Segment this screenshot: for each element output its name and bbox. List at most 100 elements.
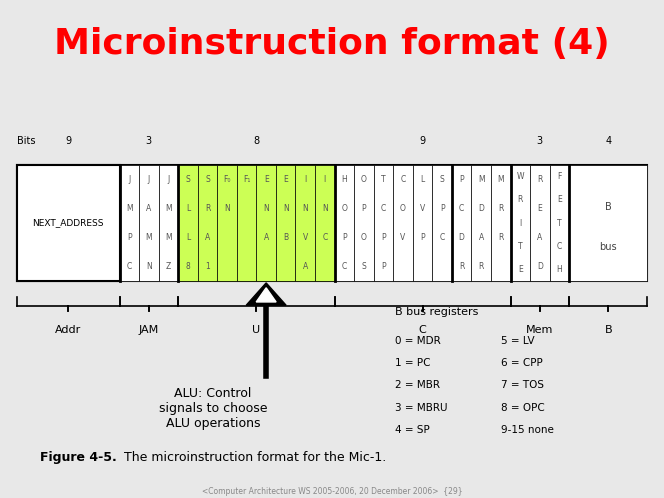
Text: E: E	[518, 265, 523, 274]
Text: 8: 8	[185, 262, 191, 271]
Text: Mem: Mem	[526, 325, 554, 335]
Text: R: R	[518, 195, 523, 204]
Text: S: S	[361, 262, 367, 271]
Text: N: N	[224, 204, 230, 213]
Text: 4 = SP: 4 = SP	[395, 425, 430, 435]
Text: O: O	[361, 233, 367, 242]
Text: P: P	[381, 262, 386, 271]
Text: P: P	[420, 233, 425, 242]
Text: O: O	[361, 175, 367, 184]
Text: J: J	[128, 175, 130, 184]
Text: R: R	[537, 175, 542, 184]
Text: J: J	[147, 175, 150, 184]
Text: P: P	[342, 233, 347, 242]
Text: L: L	[186, 204, 190, 213]
Text: C: C	[419, 325, 426, 335]
Text: J: J	[167, 175, 169, 184]
Text: T: T	[518, 242, 523, 250]
Text: B: B	[604, 325, 612, 335]
Text: E: E	[537, 204, 542, 213]
Text: S: S	[440, 175, 444, 184]
Text: I: I	[304, 175, 306, 184]
Text: S: S	[205, 175, 210, 184]
Bar	[159, 165, 178, 281]
Text: V: V	[303, 233, 308, 242]
Text: Bits: Bits	[17, 136, 35, 146]
Text: C: C	[459, 204, 464, 213]
Polygon shape	[256, 288, 276, 302]
Bar	[511, 165, 530, 281]
Bar	[452, 165, 471, 281]
Text: R: R	[205, 204, 210, 213]
Text: N: N	[322, 204, 327, 213]
Text: H: H	[556, 265, 562, 274]
Text: 1: 1	[205, 262, 210, 271]
Text: C: C	[557, 242, 562, 250]
Text: O: O	[341, 204, 347, 213]
Bar	[393, 165, 413, 281]
Text: P: P	[381, 233, 386, 242]
Text: Addr: Addr	[55, 325, 81, 335]
Text: Z: Z	[166, 262, 171, 271]
Text: 8: 8	[253, 136, 260, 146]
Text: bus: bus	[600, 243, 617, 252]
Bar	[120, 165, 139, 281]
Text: C: C	[342, 262, 347, 271]
Text: O: O	[400, 204, 406, 213]
Bar	[139, 165, 159, 281]
Text: F₁: F₁	[243, 175, 250, 184]
Text: I: I	[323, 175, 326, 184]
Text: A: A	[205, 233, 210, 242]
Text: 3 = MBRU: 3 = MBRU	[395, 402, 448, 413]
Text: A: A	[303, 262, 308, 271]
Text: D: D	[537, 262, 542, 271]
Text: V: V	[400, 233, 406, 242]
Text: The microinstruction format for the Mic-1.: The microinstruction format for the Mic-…	[116, 451, 386, 464]
Text: M: M	[497, 175, 504, 184]
Text: M: M	[165, 204, 172, 213]
Text: M: M	[126, 204, 133, 213]
Bar	[315, 165, 335, 281]
Text: NEXT_ADDRESS: NEXT_ADDRESS	[33, 219, 104, 228]
Text: L: L	[420, 175, 425, 184]
Bar	[17, 165, 647, 281]
Text: N: N	[302, 204, 308, 213]
Text: R: R	[498, 204, 503, 213]
Bar	[237, 165, 256, 281]
Bar	[198, 165, 217, 281]
Bar	[256, 165, 276, 281]
Text: 9-15 none: 9-15 none	[501, 425, 554, 435]
Text: V: V	[420, 204, 425, 213]
Text: H: H	[341, 175, 347, 184]
Text: A: A	[264, 233, 269, 242]
Text: D: D	[478, 204, 484, 213]
Text: B: B	[283, 233, 288, 242]
Text: <Computer Architecture WS 2005-2006, 20 December 2006>  {29}: <Computer Architecture WS 2005-2006, 20 …	[202, 487, 462, 496]
Text: P: P	[440, 204, 444, 213]
Text: JAM: JAM	[139, 325, 159, 335]
Text: B: B	[605, 202, 612, 212]
Text: N: N	[283, 204, 289, 213]
Bar	[491, 165, 511, 281]
Bar	[335, 165, 354, 281]
Text: 2 = MBR: 2 = MBR	[395, 380, 440, 390]
Text: 4: 4	[605, 136, 612, 146]
Bar	[178, 165, 198, 281]
Text: M: M	[165, 233, 172, 242]
Text: B bus registers: B bus registers	[395, 307, 479, 317]
Text: A: A	[146, 204, 151, 213]
Bar	[413, 165, 432, 281]
Text: W: W	[517, 172, 524, 181]
Text: L: L	[186, 233, 190, 242]
Bar	[432, 165, 452, 281]
Text: Figure 4-5.: Figure 4-5.	[40, 451, 117, 464]
Text: E: E	[284, 175, 288, 184]
Text: 7 = TOS: 7 = TOS	[501, 380, 544, 390]
Bar	[217, 165, 237, 281]
Text: Microinstruction format (4): Microinstruction format (4)	[54, 27, 610, 61]
Text: I: I	[519, 219, 521, 228]
Text: 9: 9	[65, 136, 71, 146]
Bar	[550, 165, 569, 281]
Text: M: M	[478, 175, 485, 184]
Text: C: C	[381, 204, 386, 213]
